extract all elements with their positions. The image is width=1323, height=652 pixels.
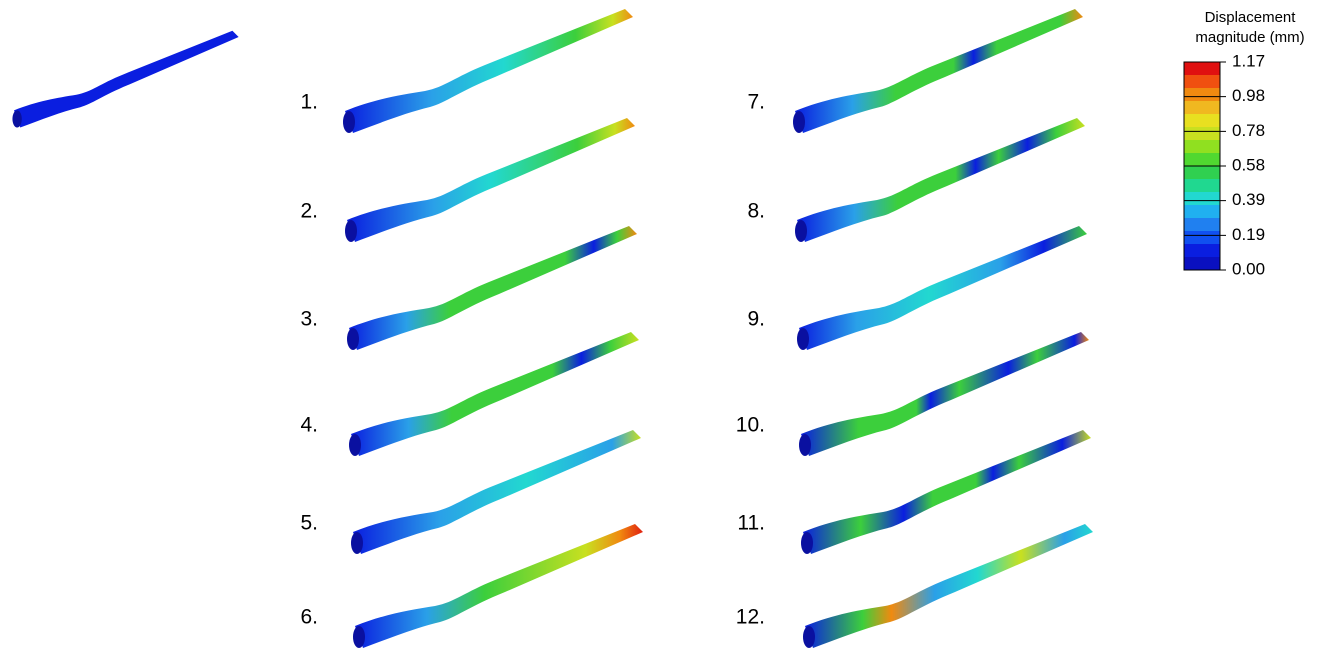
blade bbox=[801, 430, 1091, 554]
blade bbox=[803, 524, 1093, 648]
blade-root bbox=[799, 434, 811, 456]
mode-label: 6. bbox=[300, 606, 318, 629]
blade-body bbox=[14, 30, 239, 128]
blades bbox=[12, 9, 1093, 648]
colorbar-tick-label: 1.17 bbox=[1232, 51, 1265, 70]
colorbar-band bbox=[1184, 153, 1220, 167]
colorbar-band bbox=[1184, 244, 1220, 258]
mode-label: 3. bbox=[300, 308, 318, 331]
colorbar-tick-label: 0.19 bbox=[1232, 225, 1265, 244]
colorbar-band bbox=[1184, 114, 1220, 128]
blade-root bbox=[795, 220, 807, 242]
colorbar-tick-label: 0.78 bbox=[1232, 121, 1265, 140]
colorbar-tick-label: 0.39 bbox=[1232, 190, 1265, 209]
blade bbox=[12, 30, 239, 128]
blade bbox=[343, 9, 633, 133]
blade-body bbox=[795, 9, 1083, 133]
blade-body bbox=[799, 226, 1087, 350]
colorbar-band bbox=[1184, 218, 1220, 232]
blade-root bbox=[797, 328, 809, 350]
blade bbox=[351, 430, 641, 554]
colorbar-band bbox=[1184, 88, 1220, 102]
blade-root bbox=[801, 532, 813, 554]
blade-body bbox=[351, 332, 639, 456]
mode-label: 7. bbox=[747, 91, 765, 114]
colorbar-band bbox=[1184, 127, 1220, 141]
blade-body bbox=[349, 226, 637, 350]
colorbar-tick-label: 0.00 bbox=[1232, 259, 1265, 278]
mode-label: 8. bbox=[747, 200, 765, 223]
blade-body bbox=[345, 9, 633, 133]
mode-label: 10. bbox=[736, 414, 765, 437]
blade-body bbox=[353, 430, 641, 554]
blade bbox=[793, 9, 1083, 133]
colorbar-band bbox=[1184, 205, 1220, 219]
colorbar-tick-label: 0.58 bbox=[1232, 155, 1265, 174]
colorbar-title: magnitude (mm) bbox=[1195, 29, 1304, 46]
colorbar-tick-label: 0.98 bbox=[1232, 86, 1265, 105]
colorbar-band bbox=[1184, 192, 1220, 206]
mode-label: 5. bbox=[300, 512, 318, 535]
colorbar-band bbox=[1184, 101, 1220, 115]
blade-root bbox=[793, 111, 805, 133]
blade bbox=[795, 118, 1085, 242]
colorbar: Displacement magnitude (mm) 1.17 0.98 0.78… bbox=[1183, 9, 1305, 278]
mode-label: 4. bbox=[300, 414, 318, 437]
blade-body bbox=[347, 118, 635, 242]
mode-label: 9. bbox=[747, 308, 765, 331]
blade-body bbox=[355, 524, 643, 648]
blade-root bbox=[347, 328, 359, 350]
blade-body bbox=[805, 524, 1093, 648]
blade-body bbox=[803, 430, 1091, 554]
mode-label: 11. bbox=[737, 512, 765, 535]
mode-label: 2. bbox=[300, 200, 318, 223]
colorbar-band bbox=[1184, 62, 1220, 76]
blade-root bbox=[349, 434, 361, 456]
colorbar-band bbox=[1184, 179, 1220, 193]
blade-root bbox=[345, 220, 357, 242]
colorbar-band bbox=[1184, 75, 1220, 89]
blade bbox=[349, 332, 639, 456]
mode-label: 12. bbox=[736, 606, 765, 629]
mode-label: 1. bbox=[300, 91, 318, 114]
blade-body bbox=[801, 332, 1089, 456]
blade-root bbox=[353, 626, 365, 648]
colorbar-title: Displacement bbox=[1205, 9, 1297, 26]
blade bbox=[799, 332, 1089, 456]
colorbar-band bbox=[1184, 166, 1220, 180]
blade bbox=[797, 226, 1087, 350]
blade bbox=[353, 524, 643, 648]
colorbar-band bbox=[1184, 257, 1220, 271]
blade bbox=[345, 118, 635, 242]
blade-root bbox=[12, 110, 22, 128]
blade-root bbox=[803, 626, 815, 648]
blade-root bbox=[343, 111, 355, 133]
blade bbox=[347, 226, 637, 350]
colorbar-band bbox=[1184, 140, 1220, 154]
colorbar-band bbox=[1184, 231, 1220, 245]
blade-root bbox=[351, 532, 363, 554]
blade-body bbox=[797, 118, 1085, 242]
